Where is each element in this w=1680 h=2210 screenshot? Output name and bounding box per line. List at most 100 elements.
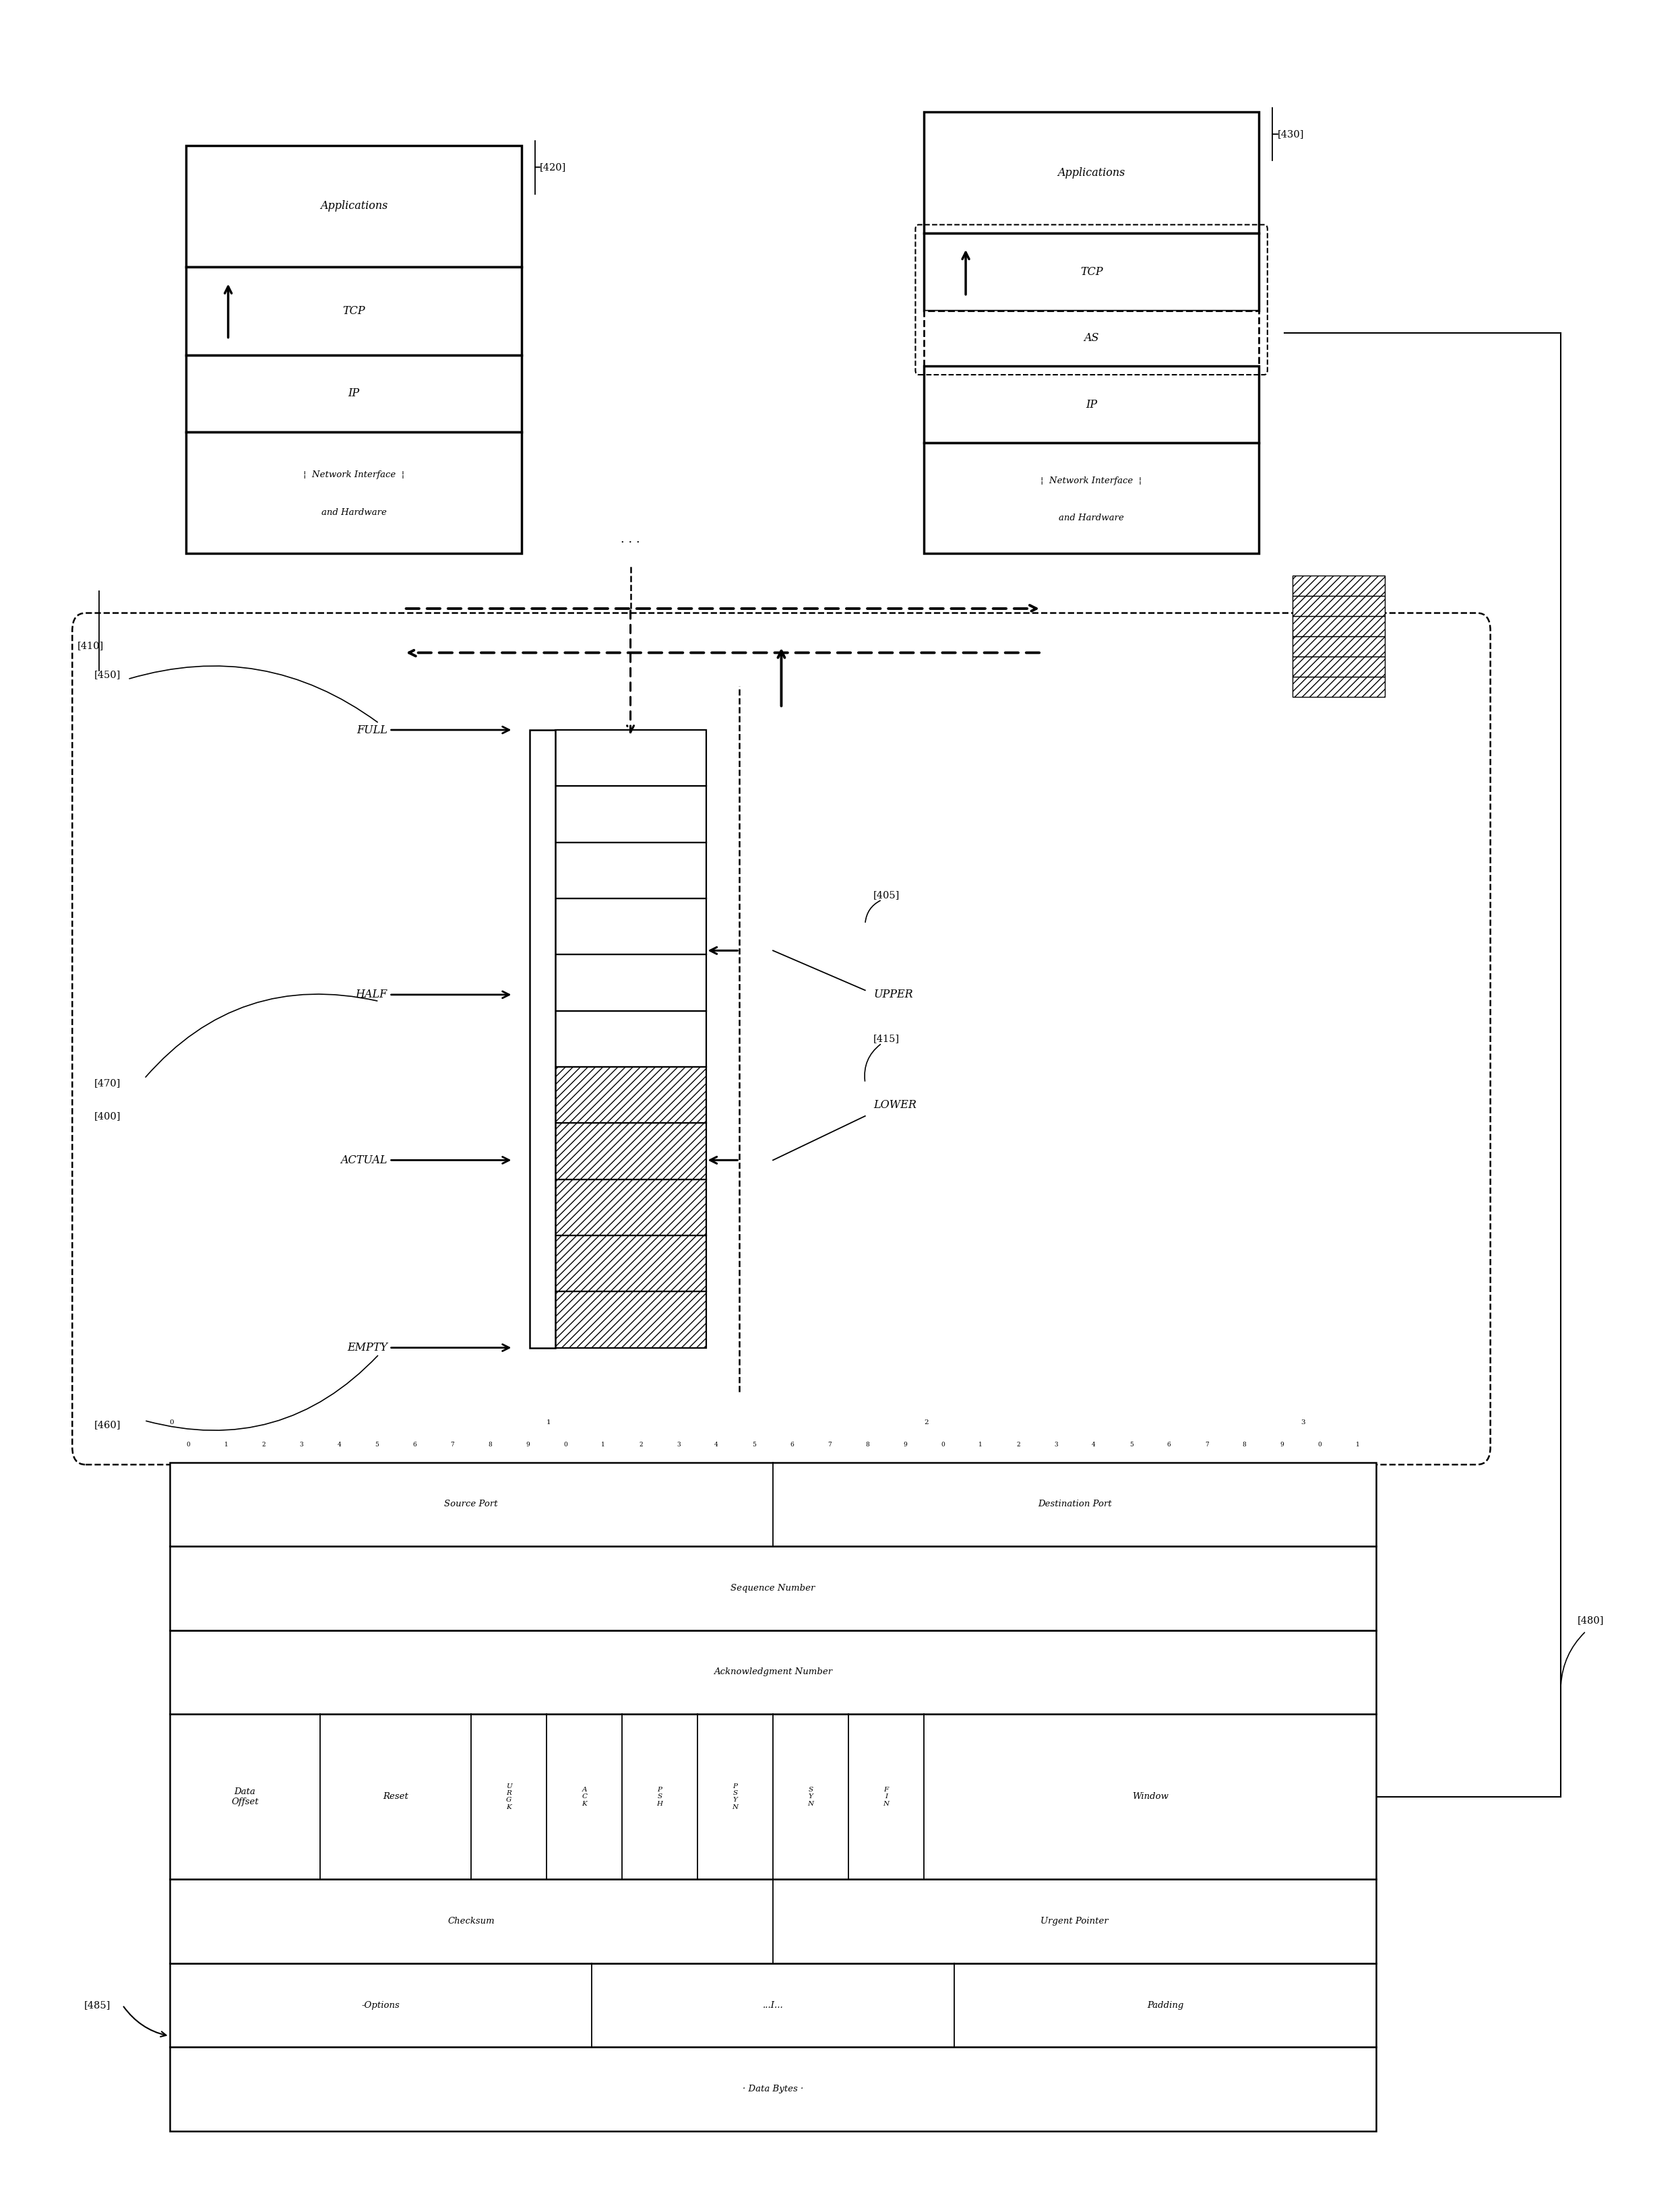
Text: 3: 3 (677, 1441, 680, 1448)
Text: 6: 6 (790, 1441, 793, 1448)
Text: [430]: [430] (1277, 130, 1304, 139)
Text: FULL: FULL (356, 725, 509, 736)
Bar (170, 1631, 1376, 1715)
Text: 4: 4 (338, 1441, 341, 1448)
Bar (170, 1547, 1376, 1631)
Bar (554, 1291, 706, 1348)
Text: TCP: TCP (343, 305, 365, 316)
Text: Acknowledgment Number: Acknowledgment Number (714, 1669, 832, 1677)
Text: 7: 7 (1205, 1441, 1208, 1448)
Bar (554, 787, 706, 842)
Text: 2: 2 (262, 1441, 265, 1448)
Text: 9: 9 (904, 1441, 907, 1448)
Bar (924, 113, 1258, 234)
Text: 8: 8 (865, 1441, 869, 1448)
Text: Source Port: Source Port (445, 1501, 497, 1509)
Text: 7: 7 (450, 1441, 454, 1448)
Bar (554, 1067, 706, 1123)
Bar (1292, 636, 1384, 656)
Text: [410]: [410] (77, 641, 104, 650)
Text: [405]: [405] (874, 891, 900, 899)
Text: 2: 2 (924, 1419, 929, 1425)
Text: · · ·: · · · (622, 537, 640, 548)
Text: P
S
Y
N: P S Y N (732, 1783, 738, 1810)
Bar (554, 842, 706, 899)
Text: [400]: [400] (94, 1112, 121, 1120)
Text: IP: IP (1085, 398, 1097, 411)
Bar (170, 1715, 1376, 1878)
Bar (554, 1010, 706, 1067)
Text: Data
Offset: Data Offset (232, 1788, 259, 1806)
Text: 9: 9 (1280, 1441, 1284, 1448)
Text: 3: 3 (299, 1441, 304, 1448)
Text: 6: 6 (413, 1441, 417, 1448)
Text: 8: 8 (489, 1441, 492, 1448)
Text: Applications: Applications (321, 201, 388, 212)
Text: 9: 9 (526, 1441, 529, 1448)
Text: EMPTY: EMPTY (348, 1341, 509, 1353)
Bar (554, 955, 706, 1010)
Bar (529, 729, 554, 1348)
Text: A
C
K: A C K (581, 1786, 586, 1808)
Text: Checksum: Checksum (449, 1916, 494, 1925)
Text: [460]: [460] (94, 1421, 121, 1430)
Text: 5: 5 (1129, 1441, 1134, 1448)
Text: 7: 7 (828, 1441, 832, 1448)
Text: 5: 5 (375, 1441, 380, 1448)
Text: P
S
H: P S H (657, 1786, 664, 1808)
Bar (170, 1463, 1376, 1547)
Bar (1292, 676, 1384, 696)
Text: 2: 2 (638, 1441, 643, 1448)
Text: 3: 3 (1300, 1419, 1305, 1425)
Text: 1: 1 (1356, 1441, 1359, 1448)
Text: Destination Port: Destination Port (1038, 1501, 1112, 1509)
Text: [415]: [415] (874, 1034, 900, 1043)
Text: UPPER: UPPER (874, 988, 912, 1001)
Text: IP: IP (348, 387, 360, 400)
Text: AS: AS (1084, 332, 1099, 345)
Text: 2: 2 (1016, 1441, 1020, 1448)
Text: 0: 0 (186, 1441, 190, 1448)
Bar (554, 899, 706, 955)
Text: TCP: TCP (1080, 267, 1102, 278)
Text: 1: 1 (546, 1419, 551, 1425)
Text: 6: 6 (1168, 1441, 1171, 1448)
Text: · Data Bytes ·: · Data Bytes · (743, 2084, 803, 2093)
Text: 1: 1 (223, 1441, 228, 1448)
Bar (554, 1235, 706, 1291)
Bar (186, 433, 521, 552)
Text: and Hardware: and Hardware (1058, 513, 1124, 522)
Text: Urgent Pointer: Urgent Pointer (1040, 1916, 1109, 1925)
Bar (1292, 617, 1384, 636)
Text: 0: 0 (170, 1419, 175, 1425)
Text: [485]: [485] (84, 2000, 111, 2009)
Text: 0: 0 (941, 1441, 944, 1448)
Text: ACTUAL: ACTUAL (341, 1154, 509, 1167)
Text: Reset: Reset (383, 1792, 408, 1801)
Text: ...I...: ...I... (763, 2000, 783, 2009)
Text: [470]: [470] (94, 1078, 121, 1087)
Text: Sequence Number: Sequence Number (731, 1585, 815, 1593)
Text: Padding: Padding (1147, 2000, 1183, 2009)
Bar (924, 234, 1258, 312)
Bar (924, 367, 1258, 444)
Text: 1: 1 (601, 1441, 605, 1448)
Text: ¦  Network Interface  ¦: ¦ Network Interface ¦ (1042, 475, 1142, 484)
Text: and Hardware: and Hardware (321, 508, 386, 517)
Bar (186, 267, 521, 356)
Text: 4: 4 (714, 1441, 719, 1448)
Bar (186, 356, 521, 433)
Text: 3: 3 (1053, 1441, 1058, 1448)
Text: 1: 1 (978, 1441, 983, 1448)
Bar (1292, 656, 1384, 676)
Text: F
I
N: F I N (884, 1786, 889, 1808)
Bar (186, 146, 521, 267)
Bar (170, 1879, 1376, 1962)
Bar (924, 444, 1258, 552)
Text: 5: 5 (753, 1441, 756, 1448)
Bar (1292, 597, 1384, 617)
Bar (924, 312, 1258, 367)
Text: Window: Window (1132, 1792, 1168, 1801)
Text: [480]: [480] (1578, 1616, 1604, 1624)
Bar (170, 2046, 1376, 2130)
